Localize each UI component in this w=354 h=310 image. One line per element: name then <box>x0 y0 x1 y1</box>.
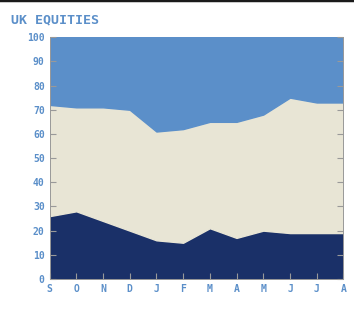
Text: UK EQUITIES: UK EQUITIES <box>11 14 99 27</box>
